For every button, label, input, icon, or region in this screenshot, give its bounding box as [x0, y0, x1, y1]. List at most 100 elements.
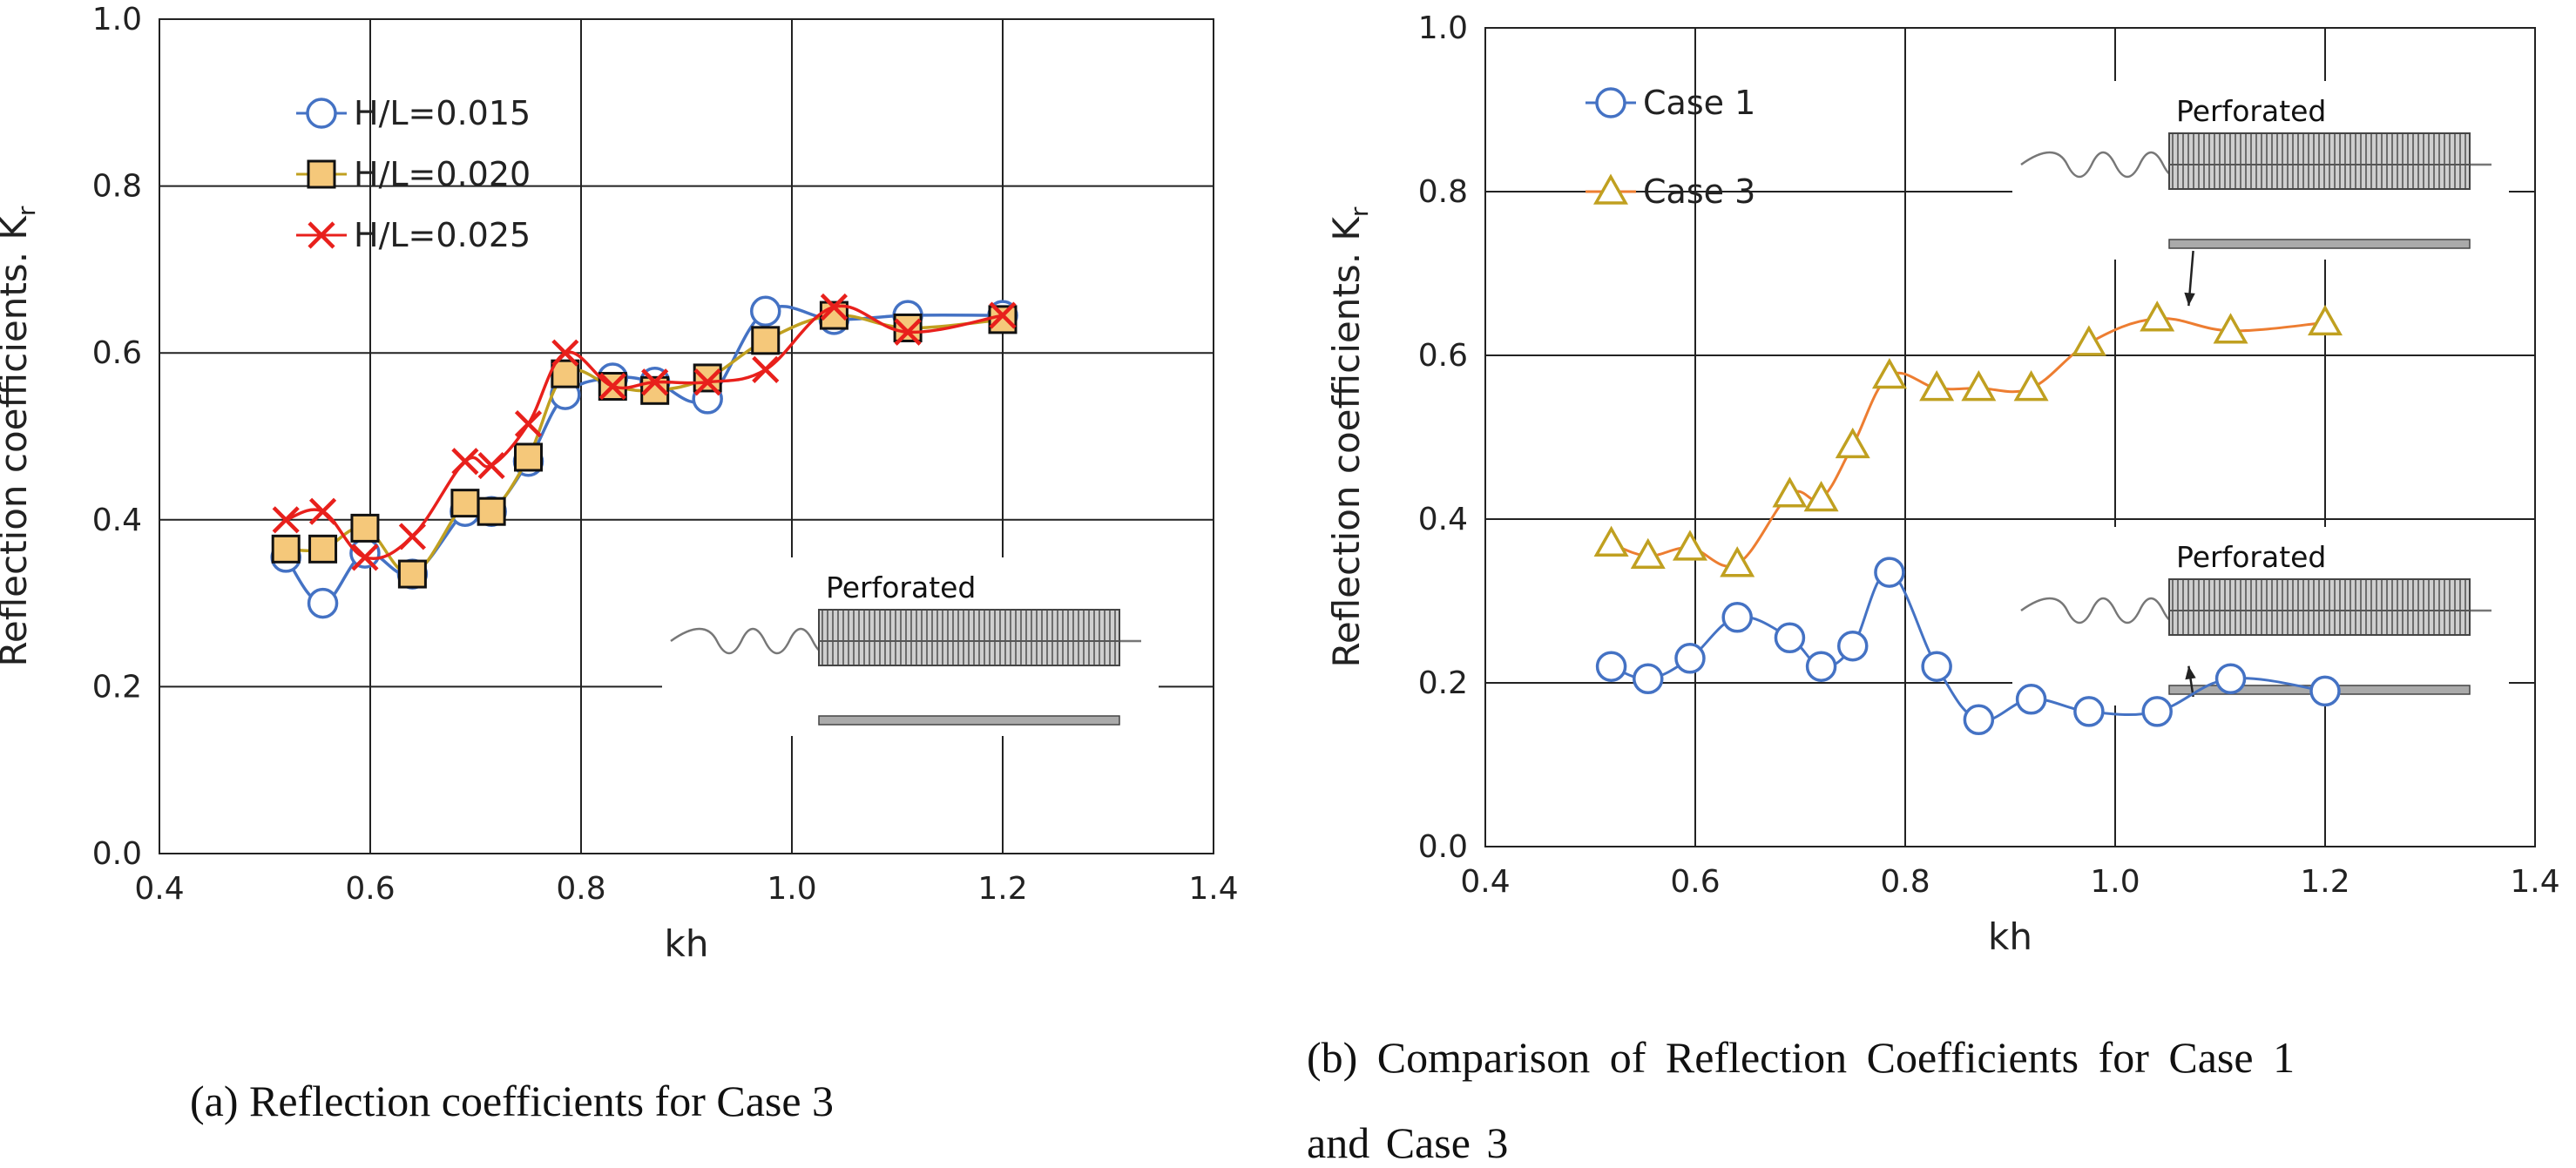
- legend-label: H/L=0.025: [354, 216, 531, 254]
- y-tick-label: 0.2: [1418, 665, 1468, 701]
- data-point: [2214, 663, 2247, 695]
- y-axis-label: Reflection coefficients. Kr: [0, 206, 41, 666]
- inset-wave: [670, 627, 839, 655]
- data-point: [2013, 370, 2049, 402]
- data-point: [820, 293, 848, 321]
- data-point: [750, 295, 781, 327]
- data-point: [514, 410, 543, 438]
- data-point: [1772, 476, 1808, 508]
- legend-marker: [306, 98, 337, 129]
- data-point: [398, 523, 426, 550]
- inset-base-plate: [818, 715, 1120, 726]
- data-point: [1720, 546, 1755, 577]
- x-axis-label: kh: [665, 922, 709, 965]
- x-tick-label: 0.8: [556, 871, 605, 907]
- legend-entry: H/L=0.020: [296, 155, 531, 193]
- series-h-l-0-025: [272, 293, 1017, 571]
- caption-panel-a: (a) Reflection coefficients for Case 3: [190, 1077, 835, 1125]
- legend-entry: Case 3: [1585, 172, 1755, 211]
- legend-marker: [308, 221, 335, 249]
- inset-wave: [2020, 151, 2189, 179]
- legend-label: H/L=0.020: [354, 155, 531, 193]
- data-point: [1774, 622, 1806, 654]
- x-tick-label: 1.4: [2510, 864, 2559, 900]
- data-point: [1837, 630, 1869, 662]
- data-point: [1674, 643, 1706, 674]
- y-tick-label: 0.6: [1418, 338, 1468, 374]
- inset-label: Perforated: [2176, 94, 2326, 128]
- data-point: [1871, 357, 1907, 389]
- data-point: [1805, 651, 1837, 682]
- caption-panel-b-line2: and Case 3: [1307, 1118, 1509, 1167]
- inset-schematic: Perforated: [2020, 94, 2491, 249]
- legend-label: H/L=0.015: [354, 94, 531, 132]
- inset-perforated-block: [2168, 132, 2471, 190]
- data-point: [641, 368, 669, 396]
- chart-panel-b: 0.4 0.6 0.8 1.0 1.2 1.4 0.0 0.2 0.4 0.6 0.8 1.0 kh Re…: [1325, 10, 2560, 958]
- data-point: [2307, 304, 2343, 336]
- data-point: [1803, 480, 1839, 512]
- inset-label: Perforated: [2176, 540, 2326, 574]
- data-point: [1874, 557, 1905, 588]
- data-point: [514, 442, 543, 472]
- legend-label: Case 3: [1643, 172, 1755, 211]
- data-point: [477, 496, 506, 526]
- data-point: [894, 318, 922, 346]
- data-point: [1961, 370, 1997, 402]
- data-point: [1633, 663, 1664, 695]
- data-point: [349, 537, 381, 569]
- legend: H/L=0.015 H/L=0.020 H/L=0.025: [296, 94, 531, 254]
- data-point: [551, 339, 579, 367]
- x-tick-label: 1.0: [2090, 864, 2140, 900]
- inset-wave: [2020, 597, 2189, 625]
- y-tick-label: 0.8: [92, 169, 142, 205]
- data-point: [1921, 651, 1952, 682]
- x-tick-label: 1.2: [2300, 864, 2350, 900]
- data-point: [272, 506, 300, 534]
- data-point: [2213, 313, 2248, 344]
- data-point: [751, 326, 781, 355]
- data-point: [2141, 696, 2173, 727]
- data-point: [271, 534, 301, 564]
- data-point: [1593, 525, 1629, 557]
- x-tick-label: 1.2: [977, 871, 1027, 907]
- series-case-1: [1595, 557, 2341, 736]
- data-point: [1835, 427, 1870, 459]
- x-tick-label: 0.6: [345, 871, 395, 907]
- data-point: [308, 497, 337, 525]
- y-tick-label: 0.0: [1418, 829, 1468, 865]
- legend-marker: [1592, 173, 1629, 205]
- series-case-3: [1593, 300, 2343, 577]
- data-point: [1963, 704, 1995, 736]
- legend-marker: [307, 159, 336, 189]
- data-point: [397, 559, 427, 589]
- x-tick-label: 0.6: [1670, 864, 1720, 900]
- data-point: [693, 363, 722, 393]
- y-axis-label: Reflection coefficients. Kr: [1325, 206, 1374, 667]
- data-point: [551, 359, 580, 388]
- data-point: [308, 534, 338, 564]
- data-point: [2071, 325, 2106, 356]
- x-tick-label: 0.4: [1460, 864, 1510, 900]
- x-tick-label: 1.0: [767, 871, 816, 907]
- inset-base-plate: [2168, 239, 2471, 249]
- data-point: [451, 448, 479, 476]
- chart-panel-a: 0.4 0.6 0.8 1.0 1.2 1.4 0.0 0.2 0.4 0.6 0.8 1.0 kh Re…: [0, 2, 1239, 965]
- x-axis-label: kh: [1988, 915, 2032, 958]
- y-tick-label: 0.2: [92, 669, 142, 705]
- legend-label: Case 1: [1643, 84, 1755, 122]
- caption-panel-b-line1: (b) Comparison of Reflection Coefficient…: [1307, 1033, 2295, 1082]
- y-tick-label: 0.4: [92, 503, 142, 538]
- data-point: [693, 368, 721, 396]
- y-tick-label: 1.0: [92, 2, 142, 37]
- inset-perforated-block: [2168, 578, 2471, 636]
- data-point: [893, 313, 923, 342]
- x-tick-label: 0.4: [134, 871, 184, 907]
- inset-arrow: [2185, 665, 2196, 698]
- y-tick-label: 0.4: [1418, 502, 1468, 537]
- data-point: [450, 489, 480, 518]
- data-point: [989, 301, 1017, 329]
- y-tick-label: 0.8: [1418, 174, 1468, 210]
- legend: Case 1 Case 3: [1585, 84, 1755, 211]
